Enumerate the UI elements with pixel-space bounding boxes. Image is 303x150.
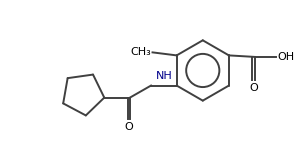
- Text: OH: OH: [278, 52, 295, 62]
- Text: NH: NH: [155, 71, 172, 81]
- Text: CH₃: CH₃: [130, 47, 151, 57]
- Text: O: O: [249, 82, 258, 93]
- Text: O: O: [125, 122, 133, 132]
